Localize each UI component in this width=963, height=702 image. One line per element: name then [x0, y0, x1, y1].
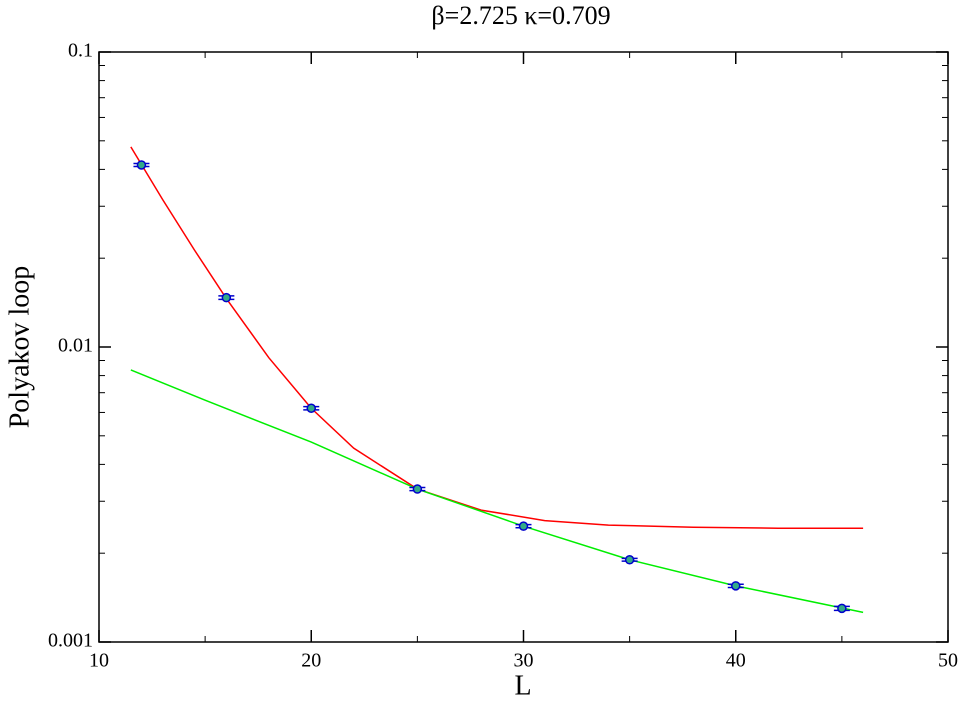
x-tick-label: 20 [301, 650, 321, 672]
data-point [221, 292, 232, 303]
fit-curve [130, 369, 864, 614]
y-tick-label: 0.1 [68, 40, 93, 62]
plot-frame [98, 51, 949, 643]
data-point [518, 521, 529, 531]
x-tick-label: 10 [89, 650, 109, 672]
x-tick-label: 40 [726, 650, 746, 672]
y-axis-label: Polyakov loop [4, 266, 35, 429]
y-tick-label: 0.001 [48, 630, 93, 652]
data-point [837, 603, 847, 614]
x-axis-label: L [514, 670, 531, 701]
data-point [136, 160, 147, 170]
y-tick-label: 0.01 [58, 335, 93, 357]
x-tick-label: 50 [938, 650, 958, 672]
chart-title: β=2.725 κ=0.709 [431, 1, 610, 30]
fit-curve [130, 146, 864, 529]
x-tick-label: 30 [514, 650, 534, 672]
data-point [412, 484, 423, 494]
data-point [731, 581, 741, 591]
data-point [624, 555, 635, 565]
data-point [306, 403, 316, 413]
